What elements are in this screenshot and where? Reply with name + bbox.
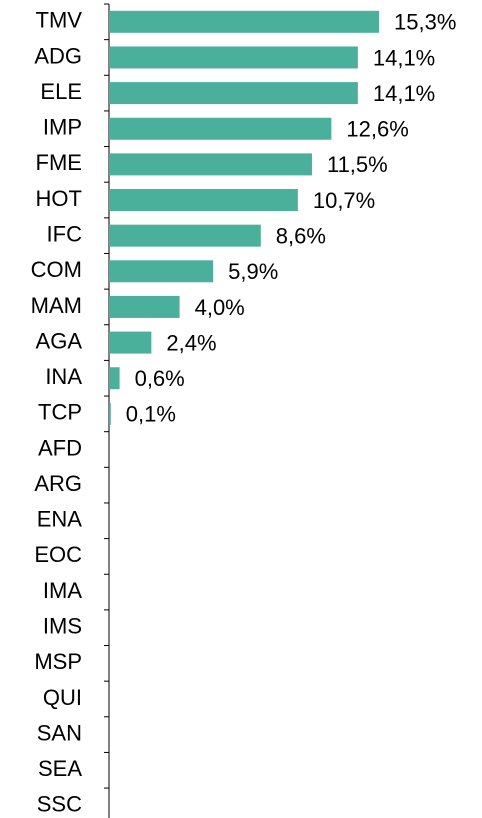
y-tick-label: ADG bbox=[34, 43, 82, 68]
data-label: 10,7% bbox=[313, 188, 375, 213]
y-tick-label: IMP bbox=[43, 115, 82, 140]
bar bbox=[109, 153, 312, 176]
y-tick-label: ARG bbox=[34, 471, 82, 496]
y-tick-label: SSC bbox=[37, 792, 82, 817]
bar bbox=[109, 402, 111, 425]
y-tick-label: COM bbox=[31, 257, 82, 282]
y-tick-label: IMS bbox=[43, 614, 82, 639]
data-label: 5,9% bbox=[228, 259, 278, 284]
y-tick-label: AGA bbox=[36, 328, 83, 353]
y-tick-label: EOC bbox=[34, 542, 82, 567]
bar bbox=[109, 295, 180, 318]
y-tick-label: TCP bbox=[38, 400, 82, 425]
y-tick-label: MSP bbox=[34, 649, 82, 674]
y-tick-label: IMA bbox=[43, 578, 82, 603]
y-tick-label: ENA bbox=[37, 507, 83, 532]
bar bbox=[109, 82, 358, 105]
data-label: 12,6% bbox=[346, 117, 408, 142]
data-label: 2,4% bbox=[166, 330, 216, 355]
bar bbox=[109, 46, 358, 69]
data-label: 0,1% bbox=[126, 402, 176, 427]
y-tick-label: INA bbox=[45, 364, 82, 389]
y-tick-label: QUI bbox=[43, 685, 82, 710]
y-tick-label: SEA bbox=[38, 756, 82, 781]
y-tick-label: IFC bbox=[47, 221, 83, 246]
bar bbox=[109, 260, 214, 283]
bar bbox=[109, 224, 261, 247]
bar bbox=[109, 331, 152, 354]
y-tick-label: MAM bbox=[31, 293, 82, 318]
data-label: 8,6% bbox=[276, 223, 326, 248]
y-tick-label: FME bbox=[36, 150, 82, 175]
bar bbox=[109, 117, 332, 140]
y-tick-label: AFD bbox=[38, 435, 82, 460]
data-label: 4,0% bbox=[195, 295, 245, 320]
data-label: 15,3% bbox=[394, 10, 456, 35]
y-tick-label: ELE bbox=[40, 79, 82, 104]
y-tick-label: TMV bbox=[36, 8, 83, 33]
bar bbox=[109, 367, 120, 390]
y-tick-label: SAN bbox=[37, 720, 82, 745]
data-label: 14,1% bbox=[373, 45, 435, 70]
y-tick-label: HOT bbox=[36, 186, 82, 211]
data-label: 0,6% bbox=[135, 366, 185, 391]
bar bbox=[109, 189, 298, 212]
bar bbox=[109, 10, 380, 33]
data-label: 11,5% bbox=[327, 152, 388, 177]
data-label: 14,1% bbox=[373, 81, 435, 106]
